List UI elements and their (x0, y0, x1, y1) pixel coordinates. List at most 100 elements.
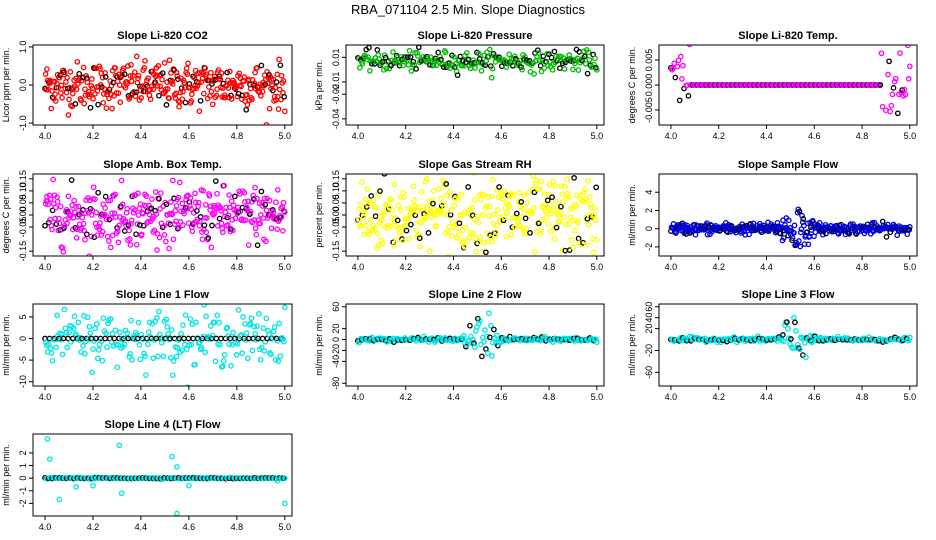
data-point (536, 186, 543, 192)
data-point (461, 333, 467, 339)
data-point (503, 233, 509, 240)
data-point (268, 225, 275, 232)
data-point (145, 75, 151, 82)
data-point (186, 80, 193, 87)
data-point (889, 91, 896, 98)
y-tick-label: 20 (331, 324, 341, 334)
data-point (168, 354, 174, 361)
x-tick-label: 4.4 (135, 392, 148, 402)
data-point (69, 90, 76, 97)
data-point (234, 93, 241, 100)
data-point (99, 74, 106, 81)
data-point (73, 234, 80, 241)
data-point (443, 181, 450, 187)
data-point (280, 78, 287, 84)
data-point (582, 196, 589, 202)
data-point (212, 358, 219, 365)
data-point (192, 190, 198, 197)
data-point (179, 200, 186, 207)
data-point (135, 319, 142, 326)
data-point (590, 249, 597, 256)
data-point (482, 327, 488, 333)
data-point (669, 66, 675, 73)
data-point (404, 215, 410, 222)
data-point (556, 219, 563, 225)
data-point (415, 53, 421, 59)
data-point (546, 51, 552, 58)
data-point (248, 315, 255, 322)
data-point (71, 197, 77, 204)
data-point (422, 178, 429, 185)
data-point (159, 335, 166, 342)
data-point (153, 211, 160, 217)
data-point (274, 226, 281, 233)
data-point (472, 344, 478, 351)
data-point (276, 86, 283, 93)
data-point (275, 358, 282, 365)
data-point (140, 222, 147, 229)
data-point (368, 193, 375, 199)
data-point (258, 188, 265, 195)
y-tick-label: 0.10 (18, 182, 28, 200)
data-point (180, 322, 186, 328)
data-point (133, 53, 140, 60)
data-point (472, 65, 478, 71)
x-tick-label: 4.0 (352, 131, 365, 141)
data-point (214, 190, 220, 197)
data-point (451, 202, 458, 209)
data-point (148, 205, 155, 212)
data-point (357, 201, 364, 208)
data-point (49, 357, 56, 364)
data-point (142, 203, 149, 210)
data-point (513, 210, 520, 217)
data-point (128, 61, 134, 68)
data-point (443, 192, 450, 198)
x-tick-label: 5.0 (279, 522, 292, 532)
data-point (249, 347, 256, 354)
data-point (253, 231, 260, 238)
x-tick-label: 4.6 (495, 262, 508, 272)
data-point (897, 50, 903, 56)
data-point (254, 65, 260, 71)
data-point (109, 330, 116, 337)
data-point (100, 315, 107, 321)
data-point (47, 345, 54, 352)
data-point (551, 225, 557, 232)
panel-1: Slope Li-820 CO2 Licor ppm per min. 4.0 4.2… (1, 30, 293, 141)
data-point (478, 196, 484, 203)
data-point (194, 82, 201, 89)
data-point (416, 235, 423, 242)
data-point (228, 363, 234, 369)
data-point (109, 105, 115, 112)
data-point (490, 339, 496, 346)
x-tick-label: 4.8 (856, 262, 869, 272)
data-point (563, 221, 569, 227)
data-point (209, 81, 215, 87)
panel-title: Slope Line 2 Flow (429, 289, 522, 301)
data-point (126, 227, 132, 234)
data-point (266, 331, 272, 338)
data-point (256, 311, 262, 317)
data-point (260, 215, 267, 222)
data-point (553, 198, 559, 205)
data-point (515, 198, 522, 205)
data-point (381, 174, 388, 177)
data-point (169, 211, 176, 218)
series-points (42, 53, 288, 125)
data-point (477, 317, 483, 324)
data-point (173, 69, 180, 76)
data-point (230, 329, 236, 336)
data-point (87, 330, 94, 336)
x-tick-label: 4.8 (856, 392, 869, 402)
data-point (228, 96, 235, 102)
data-point (583, 241, 590, 248)
data-point (541, 191, 548, 198)
data-point (532, 249, 538, 255)
data-point (181, 341, 188, 348)
data-point (170, 358, 177, 364)
data-point (169, 81, 176, 87)
data-point (190, 85, 197, 92)
data-point (559, 60, 566, 67)
plot-frame (658, 303, 918, 387)
data-point (269, 207, 276, 213)
